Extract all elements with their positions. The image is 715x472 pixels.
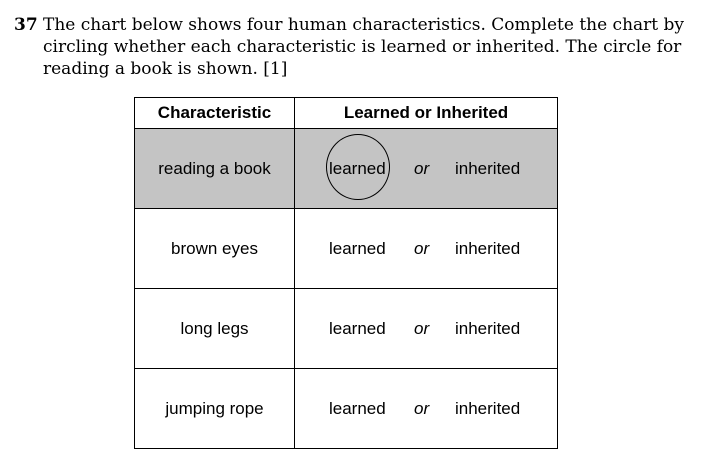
choice-cell: learned or inherited	[294, 208, 558, 289]
characteristics-chart: Characteristic Learned or Inherited read…	[134, 97, 558, 449]
characteristic-cell: jumping rope	[134, 368, 295, 449]
header-characteristic: Characteristic	[134, 97, 295, 129]
question-text: The chart below shows four human charact…	[43, 14, 703, 80]
choice-cell: learned or inherited	[294, 288, 558, 369]
option-inherited[interactable]: inherited	[455, 398, 521, 418]
header-learned-or-inherited: Learned or Inherited	[294, 97, 558, 129]
option-learned[interactable]: learned	[329, 318, 386, 338]
characteristic-cell: brown eyes	[134, 208, 295, 289]
table-row: jumping rope learned or inherited	[134, 368, 558, 449]
option-or: or	[414, 318, 430, 338]
chart-header-row: Characteristic Learned or Inherited	[134, 97, 558, 129]
characteristic-cell: long legs	[134, 288, 295, 369]
option-inherited[interactable]: inherited	[455, 318, 521, 338]
answer-circle	[326, 134, 390, 200]
question-line: The chart below shows four human charact…	[43, 15, 685, 35]
option-learned[interactable]: learned	[329, 238, 386, 258]
option-or: or	[414, 398, 430, 418]
option-inherited[interactable]: inherited	[455, 158, 521, 178]
choice-cell: learned or inherited	[294, 368, 558, 449]
question-line: circling whether each characteristic is …	[43, 37, 682, 57]
table-row: brown eyes learned or inherited	[134, 208, 558, 289]
table-row: reading a book learned or inherited	[134, 128, 558, 209]
table-row: long legs learned or inherited	[134, 288, 558, 369]
option-or: or	[414, 238, 430, 258]
option-inherited[interactable]: inherited	[455, 238, 521, 258]
option-learned[interactable]: learned	[329, 398, 386, 418]
option-learned[interactable]: learned	[329, 158, 386, 178]
choice-cell: learned or inherited	[294, 128, 558, 209]
question-number: 37	[14, 15, 38, 35]
question-line: reading a book is shown. [1]	[43, 59, 288, 79]
option-or: or	[414, 158, 430, 178]
characteristic-cell: reading a book	[134, 128, 295, 209]
